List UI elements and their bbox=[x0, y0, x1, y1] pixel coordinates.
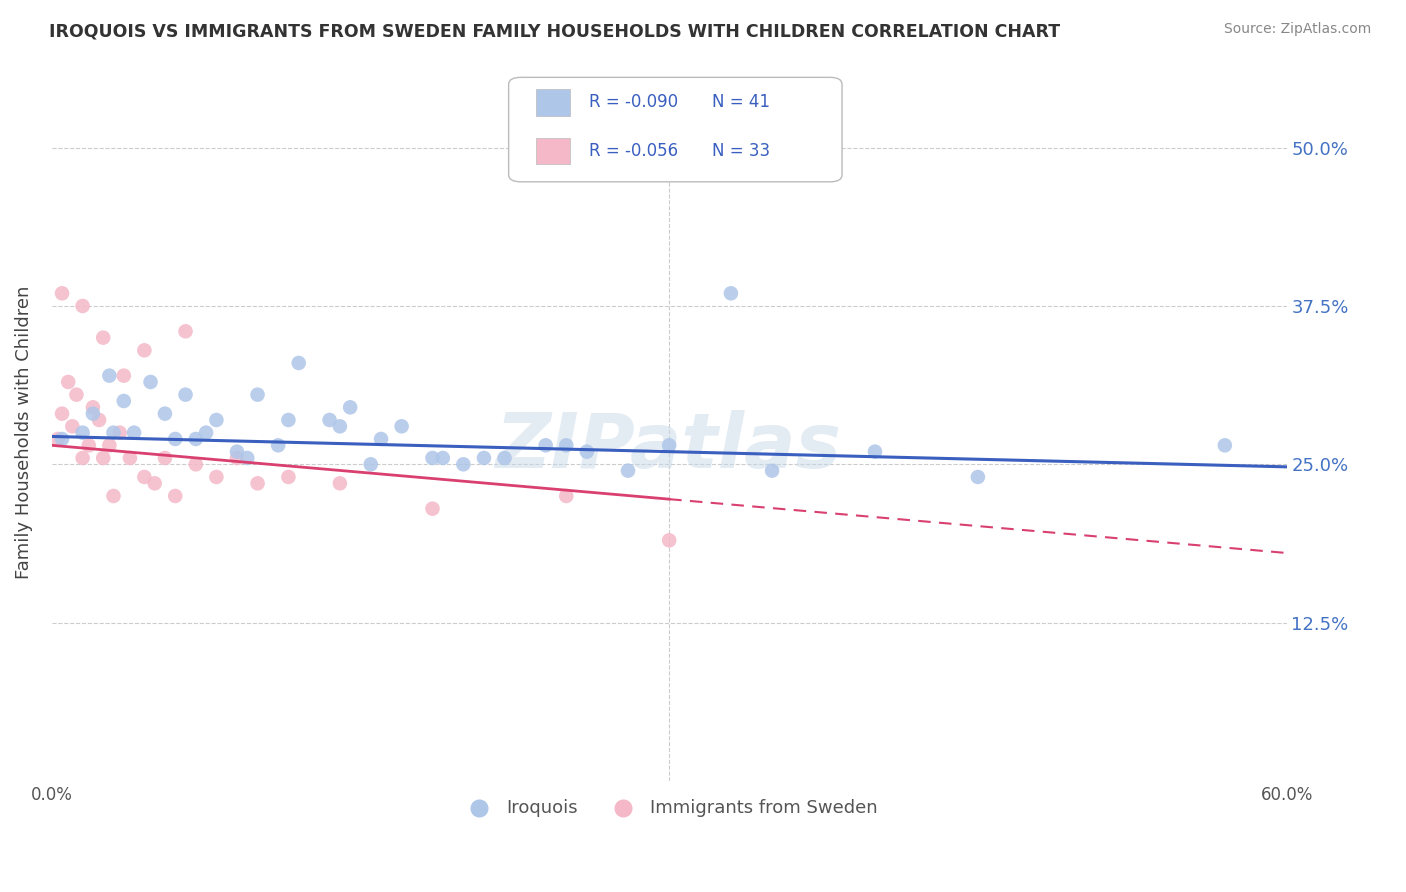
Point bbox=[118, 450, 141, 465]
Text: R = -0.090: R = -0.090 bbox=[589, 94, 678, 112]
Text: N = 41: N = 41 bbox=[713, 94, 770, 112]
Point bbox=[287, 356, 309, 370]
Point bbox=[77, 438, 100, 452]
Text: IROQUOIS VS IMMIGRANTS FROM SWEDEN FAMILY HOUSEHOLDS WITH CHILDREN CORRELATION C: IROQUOIS VS IMMIGRANTS FROM SWEDEN FAMIL… bbox=[49, 22, 1060, 40]
Point bbox=[51, 286, 73, 301]
Point bbox=[72, 299, 94, 313]
Point bbox=[153, 407, 176, 421]
Point bbox=[51, 432, 73, 446]
Text: N = 33: N = 33 bbox=[713, 142, 770, 161]
Point bbox=[863, 444, 886, 458]
Point bbox=[658, 438, 681, 452]
Point bbox=[422, 450, 444, 465]
Point bbox=[122, 425, 145, 440]
Point bbox=[72, 450, 94, 465]
Point bbox=[329, 476, 352, 491]
FancyBboxPatch shape bbox=[536, 89, 571, 116]
Point bbox=[967, 470, 990, 484]
Point bbox=[277, 413, 299, 427]
Point bbox=[236, 450, 259, 465]
Point bbox=[112, 394, 135, 409]
Point bbox=[494, 450, 516, 465]
Point bbox=[360, 458, 382, 472]
Point bbox=[91, 450, 114, 465]
Point bbox=[246, 387, 269, 401]
Point bbox=[370, 432, 392, 446]
Point bbox=[534, 438, 557, 452]
Point bbox=[205, 470, 228, 484]
Point bbox=[277, 470, 299, 484]
Point bbox=[226, 444, 249, 458]
Point bbox=[174, 387, 197, 401]
Point bbox=[720, 286, 742, 301]
FancyBboxPatch shape bbox=[536, 138, 571, 164]
Point bbox=[391, 419, 413, 434]
Point bbox=[51, 407, 73, 421]
Point bbox=[103, 425, 125, 440]
Point bbox=[46, 432, 69, 446]
FancyBboxPatch shape bbox=[509, 78, 842, 182]
Point bbox=[103, 489, 125, 503]
Point bbox=[134, 470, 156, 484]
Point bbox=[432, 450, 454, 465]
Point bbox=[108, 425, 131, 440]
Point bbox=[165, 432, 187, 446]
Point bbox=[472, 450, 495, 465]
Point bbox=[174, 324, 197, 338]
Point bbox=[58, 375, 80, 389]
Text: R = -0.056: R = -0.056 bbox=[589, 142, 678, 161]
Point bbox=[339, 401, 361, 415]
Text: Source: ZipAtlas.com: Source: ZipAtlas.com bbox=[1223, 22, 1371, 37]
Point bbox=[555, 489, 578, 503]
Point bbox=[60, 419, 83, 434]
Point bbox=[422, 501, 444, 516]
Point bbox=[329, 419, 352, 434]
Point bbox=[98, 438, 121, 452]
Point bbox=[82, 407, 104, 421]
Point bbox=[205, 413, 228, 427]
Legend: Iroquois, Immigrants from Sweden: Iroquois, Immigrants from Sweden bbox=[454, 792, 884, 824]
Point bbox=[246, 476, 269, 491]
Point bbox=[267, 438, 290, 452]
Point bbox=[98, 368, 121, 383]
Point bbox=[134, 343, 156, 358]
Point bbox=[143, 476, 166, 491]
Point bbox=[1213, 438, 1236, 452]
Point bbox=[658, 533, 681, 548]
Point bbox=[165, 489, 187, 503]
Text: ZIPatlas: ZIPatlas bbox=[496, 409, 842, 483]
Point bbox=[555, 438, 578, 452]
Point bbox=[226, 450, 249, 465]
Point bbox=[91, 331, 114, 345]
Point bbox=[82, 401, 104, 415]
Point bbox=[112, 368, 135, 383]
Point bbox=[87, 413, 110, 427]
Point bbox=[72, 425, 94, 440]
Point bbox=[153, 450, 176, 465]
Point bbox=[184, 458, 207, 472]
Point bbox=[761, 464, 783, 478]
Point bbox=[195, 425, 218, 440]
Point bbox=[139, 375, 162, 389]
Point bbox=[65, 387, 87, 401]
Point bbox=[575, 444, 598, 458]
Point bbox=[453, 458, 475, 472]
Point bbox=[617, 464, 640, 478]
Y-axis label: Family Households with Children: Family Households with Children bbox=[15, 286, 32, 579]
Point bbox=[318, 413, 340, 427]
Point bbox=[184, 432, 207, 446]
